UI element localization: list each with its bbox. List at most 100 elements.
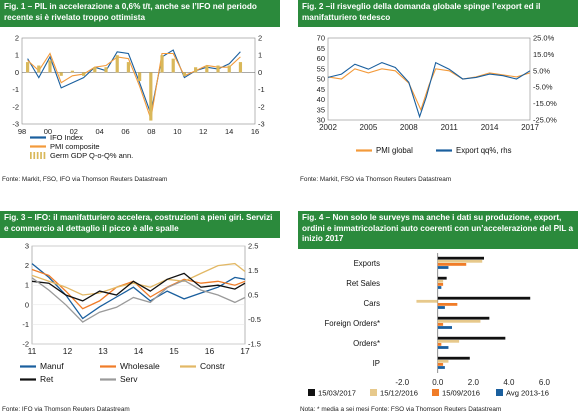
y-right-tick-label: 5.0%: [533, 66, 550, 75]
bar: [437, 296, 531, 300]
y-left-tick-label: -2: [12, 102, 19, 111]
category-label: Foreign Orders*: [325, 319, 380, 328]
legend-label: Avg 2013-16: [506, 389, 549, 398]
x-tick-label: 17: [240, 346, 250, 356]
y-right-tick-label: -1: [258, 85, 265, 94]
x-tick-label: 13: [98, 346, 108, 356]
y-right-tick-label: -1.5: [248, 340, 261, 349]
y-right-tick-label: 2.5: [248, 242, 258, 251]
bar: [437, 256, 484, 260]
bar: [82, 72, 86, 76]
y-left-tick-label: 70: [317, 34, 325, 43]
legend-label: IFO Index: [50, 133, 83, 142]
x-tick-label: 15: [169, 346, 179, 356]
category-label: Orders*: [353, 339, 380, 348]
x-tick-label: 0.0: [432, 378, 444, 387]
x-tick-label: 2.0: [468, 378, 480, 387]
bar: [437, 363, 444, 366]
x-tick-label: 14: [225, 127, 233, 136]
bar: [416, 299, 438, 303]
y-right-tick-label: -0.5: [248, 315, 261, 324]
legend-swatch: [43, 152, 46, 159]
panel-fig1: Fig. 1 – PIL in accelerazione a 0,6% t/t…: [0, 0, 280, 209]
category-label: Ret Sales: [346, 279, 380, 288]
x-tick-label: 04: [95, 127, 103, 136]
bar: [437, 326, 452, 329]
panel-title: Fig. 4 – Non solo le surveys ma anche i …: [298, 211, 578, 249]
y-right-tick-label: 0.5: [248, 291, 258, 300]
bar: [93, 67, 97, 73]
bar: [216, 65, 220, 73]
plot-frame: [31, 245, 246, 345]
x-tick-label: 2005: [360, 123, 378, 132]
y-left-tick-label: 65: [317, 44, 325, 53]
bar: [194, 67, 198, 73]
y-right-tick-label: 15.0%: [533, 50, 555, 59]
legend-swatch: [496, 389, 503, 396]
x-tick-label: 4.0: [503, 378, 515, 387]
y-right-tick-label: -15.0%: [533, 99, 557, 108]
bar: [437, 359, 449, 363]
bar: [437, 323, 444, 326]
y-right-tick-label: 1.5: [248, 266, 258, 275]
x-tick-label: 14: [134, 346, 144, 356]
bar: [437, 356, 470, 360]
legend-label: Germ GDP Q-o-Q% ann.: [50, 151, 133, 160]
bar: [437, 336, 506, 340]
panel-title: Fig. 2 –il risveglio della domanda globa…: [298, 0, 578, 27]
bar: [205, 65, 209, 73]
legend-label: 15/03/2017: [318, 389, 356, 398]
x-tick-label: 10: [173, 127, 181, 136]
y-left-tick-label: 35: [317, 105, 325, 114]
y-right-tick-label: -2: [258, 102, 265, 111]
x-tick-label: 16: [205, 346, 215, 356]
legend-label: Ret: [40, 374, 54, 384]
legend-label: 15/09/2016: [442, 389, 480, 398]
legend-swatch: [40, 152, 42, 159]
series-line: [31, 272, 246, 302]
x-tick-label: 2008: [400, 123, 418, 132]
panel-fig2: Fig. 2 –il risveglio della domanda globa…: [298, 0, 578, 209]
y-left-tick-label: 3: [25, 242, 29, 251]
bar: [437, 283, 444, 286]
bar: [437, 319, 481, 323]
chart-fig4: Exports Ret Sales Cars Foreign Orders* Order…: [298, 251, 578, 401]
chart-fig3: 3 2 1 0 -1 -2 2.5 1.5 0.5 -0.5 -1.5 11 12 13 14 15 16 17 M…: [20, 242, 261, 384]
category-label: Exports: [354, 259, 381, 268]
legend-swatch: [308, 389, 315, 396]
bar: [437, 266, 449, 269]
bar: [70, 70, 75, 73]
bar: [48, 60, 52, 73]
series-line: [27, 49, 241, 116]
bar: [59, 72, 63, 76]
series-line: [31, 262, 246, 296]
legend-swatch: [432, 389, 439, 396]
legend-swatch: [36, 152, 39, 159]
y-right-tick-label: -25.0%: [533, 116, 557, 125]
panel-fig3: Fig. 3 – IFO: il manifatturiero accelera…: [0, 211, 280, 418]
category-label: Cars: [364, 299, 381, 308]
bar: [437, 306, 445, 309]
x-tick-label: 16: [251, 127, 259, 136]
x-tick-label: -2.0: [395, 378, 409, 387]
panel-source: Nota: * media a sei mesi Fonte: FSO via …: [300, 406, 502, 413]
y-right-tick-label: -3: [258, 120, 265, 129]
panel-fig4: Fig. 4 – Non solo le surveys ma anche i …: [298, 211, 578, 418]
bar: [227, 65, 231, 73]
series-line: [31, 268, 246, 310]
bar: [149, 72, 153, 121]
x-tick-label: 2014: [481, 123, 499, 132]
bar: [437, 276, 447, 280]
panel-source: Fonte: IFO via Thomson Reuters Datastrea…: [2, 406, 130, 413]
plot-frame: [327, 37, 531, 121]
x-tick-label: 2002: [319, 123, 337, 132]
x-tick-label: 08: [147, 127, 155, 136]
panel-title: Fig. 3 – IFO: il manifatturiero accelera…: [0, 211, 280, 238]
y-left-tick-label: 0: [15, 68, 19, 77]
legend-label: 15/12/2016: [380, 389, 418, 398]
panel-source: Fonte: Markit, FSO, IFO via Thomson Reut…: [2, 176, 168, 183]
x-tick-label: 02: [70, 127, 78, 136]
y-left-tick-label: 50: [317, 75, 325, 84]
y-left-tick-label: -3: [12, 120, 19, 129]
